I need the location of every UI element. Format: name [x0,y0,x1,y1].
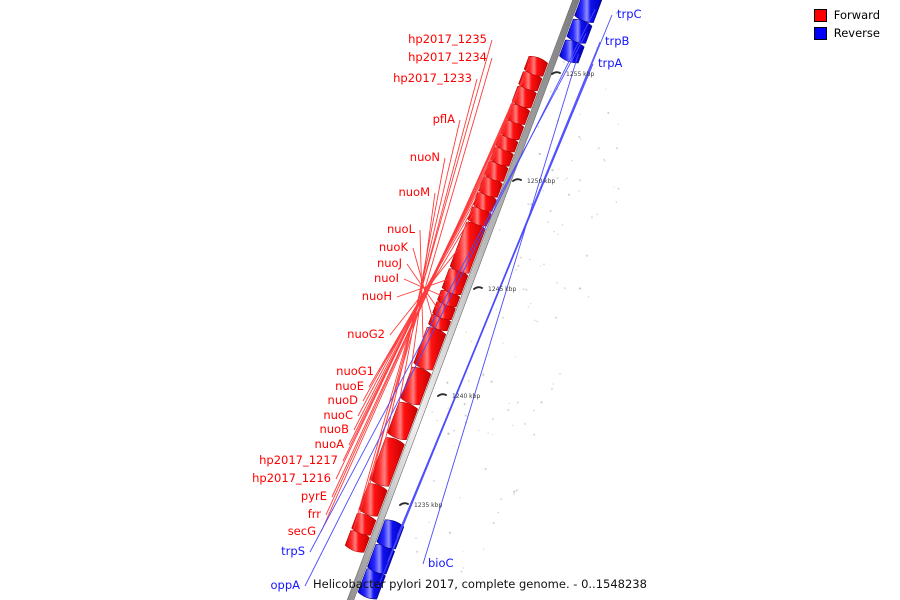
legend-swatch-forward [813,9,827,22]
gene-label-hp2017_1216[interactable]: hp2017_1216 [252,471,331,485]
leader-line [396,278,449,298]
gene-label-nuoh[interactable]: nuoH [362,289,392,303]
gene-label-nuoj[interactable]: nuoJ [377,256,402,270]
gene-feature-oppa[interactable] [574,0,603,23]
legend-label-forward: Forward [833,8,880,22]
gene-label-hp2017_1235[interactable]: hp2017_1235 [408,32,487,46]
gene-label-nuob[interactable]: nuoB [319,422,349,436]
axis-tick-label: 1250 kbp [527,178,555,185]
leader-line [406,263,438,309]
gene-label-secg[interactable]: secG [288,524,316,538]
gene-label-nuoa[interactable]: nuoA [315,437,345,451]
gene-label-bioc[interactable]: bioC [428,556,454,570]
leader-line [309,33,587,553]
gene-label-nuog1[interactable]: nuoG1 [336,364,374,378]
gene-label-nuom[interactable]: nuoM [398,185,430,199]
axis-tick-label: 1235 kbp [414,502,442,509]
axis-tick-label: 1245 kbp [488,286,516,293]
gene-label-hp2017_1217[interactable]: hp2017_1217 [259,453,338,467]
gene-label-nuon[interactable]: nuoN [410,150,440,164]
gene-label-oppa[interactable]: oppA [270,578,300,592]
gene-label-nuog2[interactable]: nuoG2 [347,327,385,341]
genome-backbone [346,0,580,600]
gene-label-nuol[interactable]: nuoL [387,222,416,236]
gene-label-trpb[interactable]: trpB [605,34,630,48]
axis-tickmarks [399,71,561,506]
gene-feature-nuog2[interactable] [449,221,486,274]
legend: Forward Reverse [813,8,880,44]
gene-label-pyre[interactable]: pyrE [301,489,327,503]
gene-label-hp2017_1233[interactable]: hp2017_1233 [393,71,472,85]
gene-label-trpc[interactable]: trpC [617,7,642,21]
gene-labels: trpC trpB trpA hp2017_1235 hp2017_1234 hp2017… [252,7,641,592]
gene-label-nuoi[interactable]: nuoI [374,271,399,285]
leader-line [422,53,579,565]
gene-label-nuok[interactable]: nuoK [379,240,409,254]
leader-line [320,63,530,533]
gene-feature-trps[interactable] [566,18,593,44]
gene-feature-nuol[interactable] [413,327,447,371]
gene-label-trpa[interactable]: trpA [598,56,623,70]
gene-label-frr[interactable]: frr [308,507,322,521]
gene-label-trps[interactable]: trpS [281,544,305,558]
gene-label-pfla[interactable]: pflA [433,112,456,126]
label-leader-lines [304,9,613,587]
legend-item-reverse: Reverse [813,26,880,41]
legend-label-reverse: Reverse [833,26,880,40]
leader-line [412,247,434,321]
gene-label-nuoc[interactable]: nuoC [323,408,353,422]
gene-feature-secg[interactable] [523,56,549,77]
gene-feature-bioc[interactable] [559,39,585,64]
axis-tick-labels: 1235 kbp 1240 kbp 1245 kbp 1250 kbp 1255 kbp [414,71,594,509]
leader-line [403,278,443,297]
gene-label-nuod[interactable]: nuoD [328,393,359,407]
axis-tick-label: 1240 kbp [452,393,480,400]
axis-tick-label: 1255 kbp [566,71,594,78]
gene-label-hp2017_1234[interactable]: hp2017_1234 [408,50,487,64]
leader-line [396,63,594,537]
gene-label-nuoe[interactable]: nuoE [335,379,364,393]
legend-item-forward: Forward [813,8,880,23]
legend-swatch-reverse [813,27,827,40]
leader-line [357,168,491,417]
genome-caption: Helicobacter pylori 2017, complete genom… [313,577,647,591]
gene-feature-nuom[interactable] [400,366,432,406]
gene-features [344,0,603,600]
leader-line [304,9,596,587]
